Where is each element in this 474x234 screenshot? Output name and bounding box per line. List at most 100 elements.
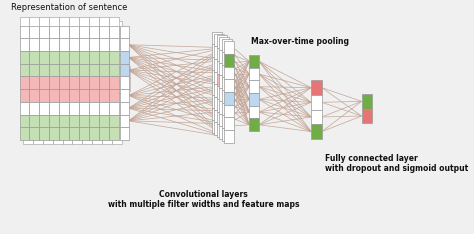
Bar: [53, 106, 63, 118]
Bar: [249, 68, 259, 80]
Bar: [63, 131, 73, 144]
Bar: [29, 89, 39, 102]
Bar: [112, 55, 122, 68]
Bar: [222, 52, 232, 65]
Bar: [59, 102, 69, 114]
Bar: [222, 77, 232, 90]
Bar: [122, 78, 130, 91]
Bar: [19, 114, 29, 127]
Bar: [120, 26, 128, 38]
Bar: [224, 67, 234, 79]
Bar: [109, 64, 118, 77]
Bar: [59, 77, 69, 89]
Bar: [39, 64, 49, 77]
Bar: [29, 38, 39, 51]
Bar: [59, 127, 69, 140]
Bar: [112, 21, 122, 29]
Bar: [99, 114, 109, 127]
Bar: [43, 21, 53, 29]
Bar: [82, 68, 92, 80]
Bar: [69, 38, 79, 51]
Bar: [29, 17, 39, 26]
Bar: [43, 55, 53, 68]
Bar: [49, 114, 59, 127]
Bar: [73, 68, 82, 80]
Bar: [19, 51, 29, 64]
Bar: [69, 102, 79, 114]
Bar: [224, 130, 234, 143]
Bar: [217, 73, 227, 86]
Bar: [73, 42, 82, 55]
Bar: [217, 99, 227, 112]
Bar: [120, 89, 128, 102]
Bar: [212, 120, 222, 133]
Bar: [217, 86, 227, 99]
Bar: [102, 68, 112, 80]
Bar: [215, 72, 224, 84]
Bar: [43, 131, 53, 144]
Bar: [63, 106, 73, 118]
Bar: [112, 118, 122, 131]
Bar: [43, 68, 53, 80]
Bar: [29, 77, 39, 89]
Bar: [222, 39, 232, 52]
Bar: [33, 68, 43, 80]
Bar: [43, 42, 53, 55]
Bar: [39, 77, 49, 89]
Bar: [120, 114, 128, 127]
Bar: [311, 110, 322, 124]
Bar: [89, 64, 99, 77]
Bar: [82, 131, 92, 144]
Bar: [73, 30, 82, 42]
Bar: [19, 77, 29, 89]
Bar: [109, 102, 118, 114]
Bar: [99, 26, 109, 38]
Bar: [23, 21, 33, 29]
Bar: [212, 82, 222, 95]
Bar: [82, 55, 92, 68]
Bar: [82, 42, 92, 55]
Bar: [122, 53, 130, 66]
Bar: [249, 93, 259, 106]
Bar: [63, 93, 73, 106]
Bar: [33, 131, 43, 144]
Bar: [79, 127, 89, 140]
Bar: [29, 127, 39, 140]
Bar: [212, 57, 222, 70]
Bar: [102, 21, 112, 29]
Bar: [362, 109, 372, 123]
Bar: [73, 55, 82, 68]
Bar: [53, 55, 63, 68]
Bar: [79, 114, 89, 127]
Bar: [112, 80, 122, 93]
Bar: [59, 114, 69, 127]
Bar: [217, 36, 227, 48]
Bar: [112, 30, 122, 42]
Bar: [23, 68, 33, 80]
Bar: [120, 51, 128, 64]
Text: Representation of sentence: Representation of sentence: [11, 3, 128, 12]
Bar: [92, 118, 102, 131]
Bar: [39, 51, 49, 64]
Bar: [39, 102, 49, 114]
Bar: [222, 103, 232, 116]
Bar: [217, 48, 227, 61]
Bar: [249, 106, 259, 118]
Bar: [92, 21, 102, 29]
Bar: [29, 51, 39, 64]
Bar: [99, 127, 109, 140]
Bar: [89, 89, 99, 102]
Bar: [102, 80, 112, 93]
Bar: [53, 68, 63, 80]
Bar: [92, 80, 102, 93]
Bar: [29, 102, 39, 114]
Bar: [99, 77, 109, 89]
Bar: [49, 64, 59, 77]
Bar: [49, 102, 59, 114]
Bar: [217, 124, 227, 137]
Bar: [222, 128, 232, 141]
Text: Fully connected layer
with dropout and sigmoid output: Fully connected layer with dropout and s…: [325, 154, 468, 173]
Bar: [82, 118, 92, 131]
Bar: [23, 80, 33, 93]
Bar: [33, 80, 43, 93]
